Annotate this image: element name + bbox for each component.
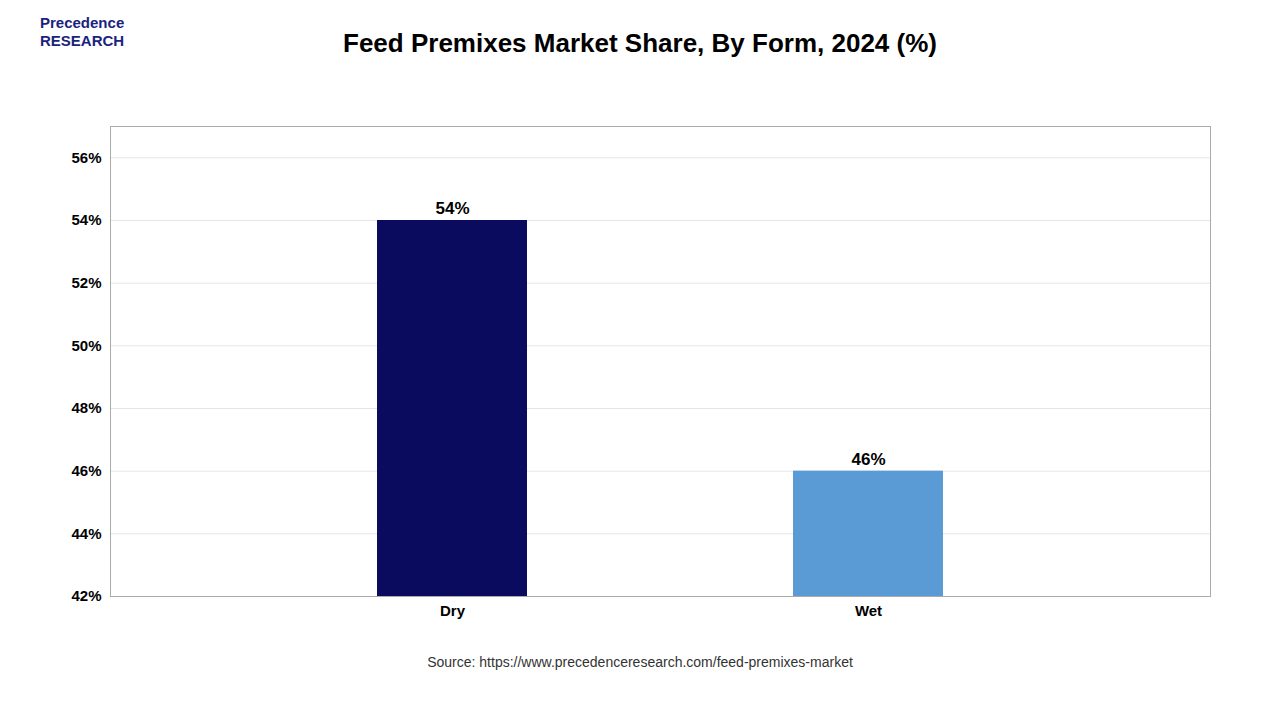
svg-text:54%: 54% <box>435 199 469 218</box>
svg-text:48%: 48% <box>71 399 101 416</box>
svg-text:42%: 42% <box>71 587 101 604</box>
svg-text:54%: 54% <box>71 211 101 228</box>
svg-text:44%: 44% <box>71 525 101 542</box>
svg-text:52%: 52% <box>71 274 101 291</box>
svg-text:46%: 46% <box>71 462 101 479</box>
svg-text:50%: 50% <box>71 337 101 354</box>
html-text:Source: https://www.precedence: Source: https://www.precedenceresearch.c… <box>427 654 853 670</box>
svg-text:Dry: Dry <box>440 602 466 619</box>
html-text:Feed Premixes Market Share, By: Feed Premixes Market Share, By Form, 202… <box>343 28 937 58</box>
html-text:Precedence RESEARCH: Precedence RESEARCH <box>40 14 125 49</box>
svg-text:46%: 46% <box>851 450 885 469</box>
svg-text:Wet: Wet <box>855 602 882 619</box>
svg-text:56%: 56% <box>71 149 101 166</box>
